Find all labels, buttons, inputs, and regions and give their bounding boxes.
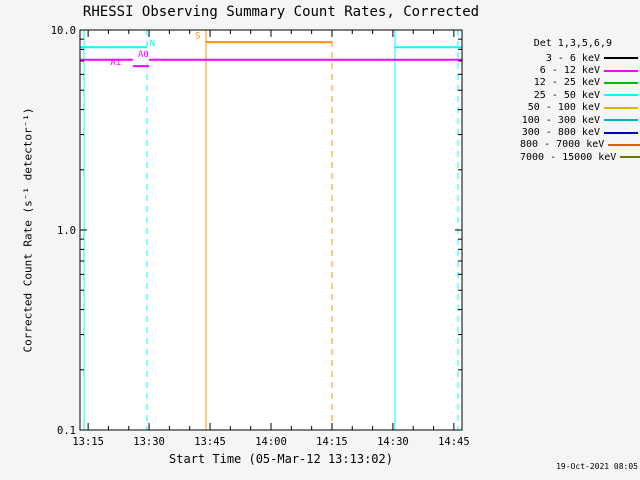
- legend-rows: 3 - 6 keV 6 - 12 keV 12 - 25 keV 25 - 50 ke…: [520, 52, 640, 164]
- plot-background: [80, 30, 462, 430]
- y-tick-label: 1.0: [57, 225, 76, 237]
- legend-row: 300 - 800 keV: [520, 126, 638, 138]
- legend: Det 1,3,5,6,9 3 - 6 keV 6 - 12 keV 12 - 25…: [520, 38, 640, 164]
- legend-label: 6 - 12 keV: [539, 65, 600, 77]
- legend-line-swatch: [604, 81, 638, 84]
- legend-line-swatch: [604, 57, 638, 60]
- x-tick-label: 14:30: [377, 436, 409, 448]
- legend-label: 12 - 25 keV: [533, 77, 600, 89]
- x-tick-label: 13:30: [133, 436, 165, 448]
- legend-row: 6 - 12 keV: [520, 64, 638, 76]
- legend-row: 12 - 25 keV: [520, 77, 638, 89]
- legend-line-swatch: [604, 131, 638, 134]
- legend-label: 7000 - 15000 keV: [520, 151, 617, 163]
- legend-row: 100 - 300 keV: [520, 114, 638, 126]
- legend-line-swatch: [604, 94, 638, 97]
- flag-label-s: S: [195, 31, 200, 41]
- x-tick-label: 14:00: [255, 436, 287, 448]
- legend-label: 25 - 50 keV: [533, 89, 600, 101]
- legend-line-swatch: [608, 143, 640, 146]
- legend-line-swatch: [604, 119, 638, 122]
- flag-label-a0: A0: [138, 50, 149, 60]
- legend-row: 25 - 50 keV: [520, 89, 638, 101]
- y-tick-label: 10.0: [51, 25, 76, 37]
- y-axis-label: Corrected Count Rate (s⁻¹ detector⁻¹): [21, 107, 35, 353]
- legend-line-swatch: [620, 156, 640, 159]
- legend-row: 800 - 7000 keV: [520, 139, 640, 151]
- legend-label: 3 - 6 keV: [545, 52, 600, 64]
- x-tick-label: 13:15: [72, 436, 104, 448]
- x-tick-label: 13:45: [194, 436, 226, 448]
- x-tick-label: 14:45: [438, 436, 470, 448]
- y-tick-label: 0.1: [57, 425, 76, 437]
- legend-label: 300 - 800 keV: [521, 127, 600, 139]
- flag-label-a1: A1: [110, 58, 121, 68]
- legend-line-swatch: [604, 69, 638, 72]
- flag-label-n: N: [150, 39, 155, 49]
- legend-line-swatch: [604, 106, 638, 109]
- legend-row: 50 - 100 keV: [520, 102, 638, 114]
- legend-label: 50 - 100 keV: [527, 102, 600, 114]
- legend-label: 100 - 300 keV: [521, 114, 600, 126]
- chart-title: RHESSI Observing Summary Count Rates, Co…: [82, 4, 480, 20]
- legend-label: 800 - 7000 keV: [520, 139, 605, 151]
- legend-header: Det 1,3,5,6,9: [533, 38, 612, 49]
- legend-row: 3 - 6 keV: [520, 52, 638, 64]
- x-axis-label: Start Time (05-Mar-12 13:13:02): [169, 452, 393, 466]
- plot-generated-timestamp: 19-Oct-2021 08:05: [556, 462, 638, 471]
- x-tick-label: 14:15: [316, 436, 348, 448]
- legend-row: 7000 - 15000 keV: [520, 151, 640, 163]
